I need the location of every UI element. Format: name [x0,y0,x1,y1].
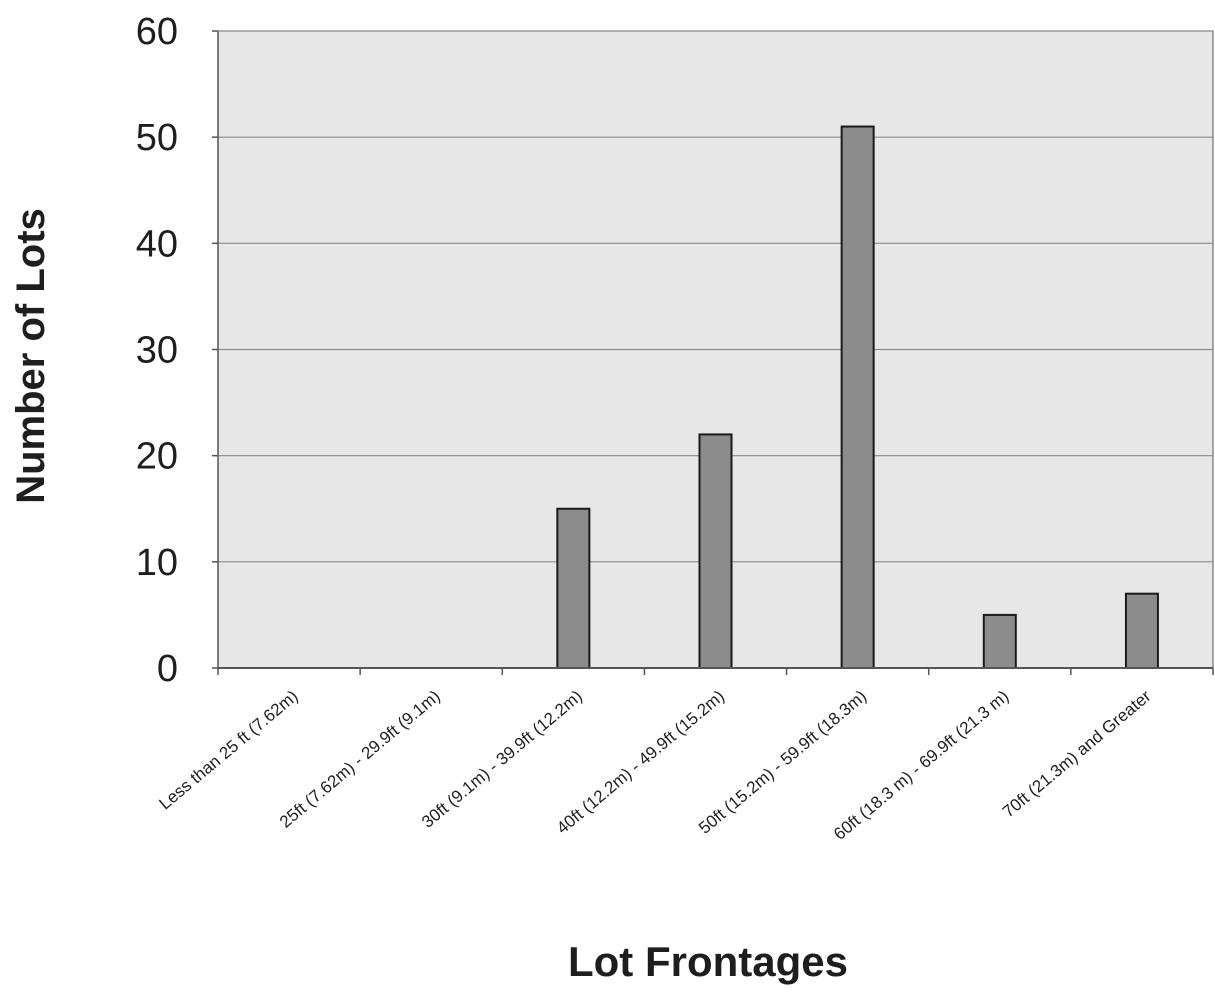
y-tick-labels: 0 10 20 30 40 50 60 [136,11,178,690]
y-tick-label: 10 [136,542,178,584]
bars [556,125,1159,670]
x-tick-label: Less than 25 ft (7.62m) [156,687,302,814]
x-tick-label: 25ft (7.62m) - 29.9ft (9.1m) [276,687,444,832]
x-tick-label: 40ft (12.2m) - 49.9ft (15.2m) [553,687,728,838]
x-tick-label: 70ft (21.3m) and Greater [999,686,1155,821]
y-tick-label: 30 [136,330,178,372]
bar [982,613,1017,670]
y-tick-label: 20 [136,436,178,478]
y-tick-label: 0 [157,648,178,690]
y-axis-title: Number of Lots [9,208,53,504]
bar [698,433,733,669]
bar [556,507,591,669]
axes [212,30,1214,675]
y-tick-label: 60 [136,11,178,53]
y-tick-label: 40 [136,223,178,265]
bar [840,125,875,670]
x-tick-labels: Less than 25 ft (7.62m)25ft (7.62m) - 29… [156,686,1155,843]
bar [1124,592,1159,670]
gridlines [218,30,1213,563]
x-tick-label: 50ft (15.2m) - 59.9ft (18.3m) [695,687,870,838]
x-tick-label: 30ft (9.1m) - 39.9ft (12.2m) [418,687,586,832]
y-tick-label: 50 [136,117,178,159]
x-axis-title: Lot Frontages [568,938,848,985]
